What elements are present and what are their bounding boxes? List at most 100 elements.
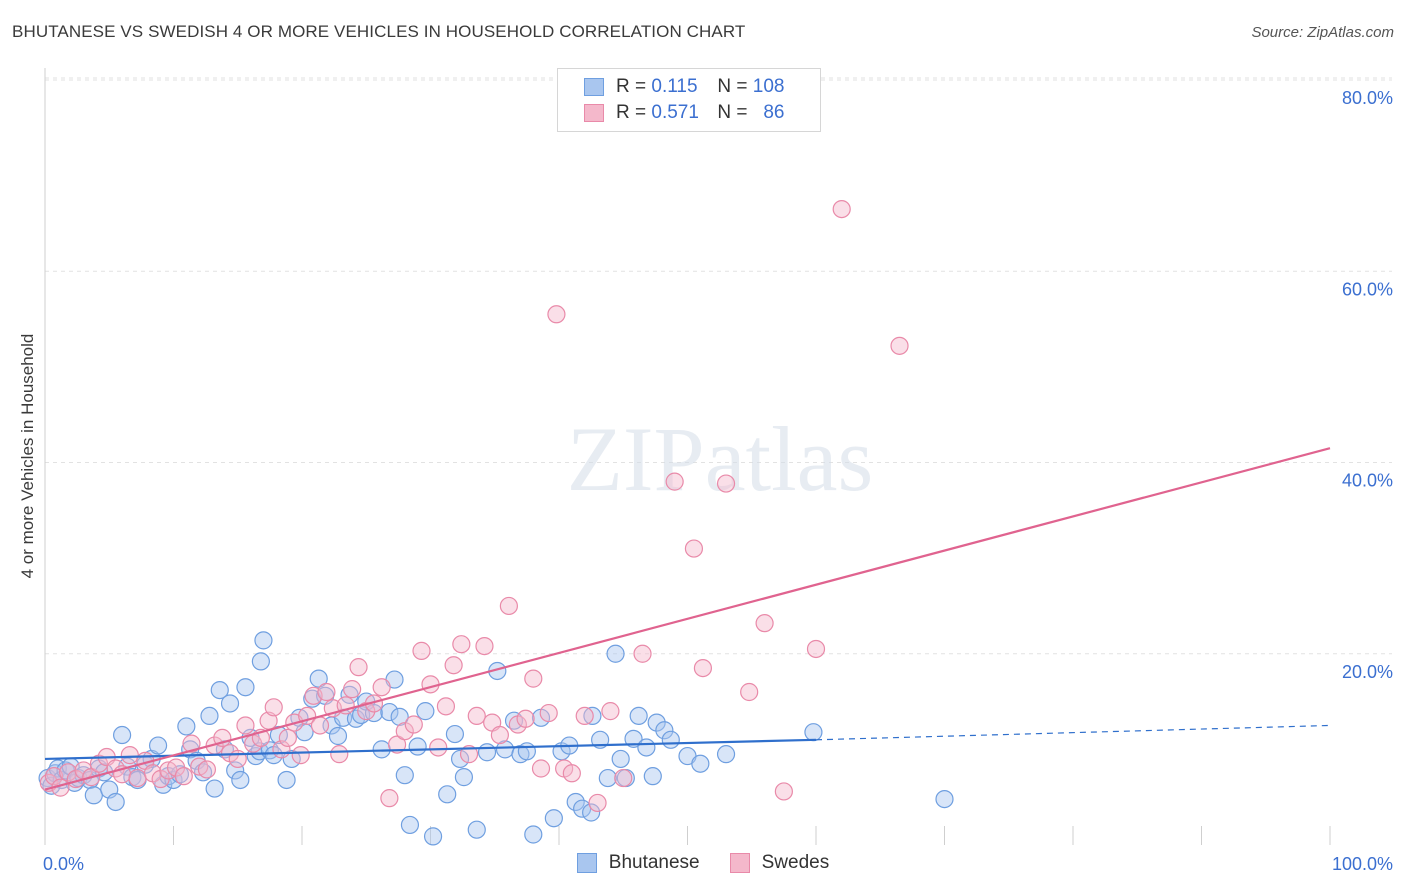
legend-item-bhutanese: Bhutanese bbox=[576, 852, 700, 874]
swedes-point bbox=[429, 738, 448, 757]
swedes-point bbox=[665, 472, 684, 491]
y-tick-label: 80.0% bbox=[1342, 88, 1393, 108]
bhutanese-point bbox=[148, 736, 168, 755]
swedes-point bbox=[44, 767, 64, 786]
swedes-point bbox=[575, 706, 594, 726]
swedes-point bbox=[539, 703, 558, 723]
legend-n-label: N = bbox=[717, 102, 748, 123]
bhutanese-point bbox=[661, 730, 680, 749]
x-tick-label: 0.0% bbox=[43, 854, 84, 874]
bhutanese-point bbox=[416, 702, 435, 721]
legend-n-label: N = bbox=[717, 76, 748, 97]
bhutanese-point bbox=[606, 644, 625, 663]
y-tick-label: 40.0% bbox=[1342, 471, 1393, 491]
legend-item-swedes: Swedes bbox=[729, 852, 830, 874]
bhutanese-point bbox=[231, 770, 250, 790]
swedes-point bbox=[740, 682, 759, 702]
bhutanese-point bbox=[647, 713, 666, 732]
bhutanese-point bbox=[251, 652, 270, 671]
bhutanese-point bbox=[655, 721, 674, 740]
swedes-point bbox=[499, 596, 518, 616]
swedes-swatch bbox=[584, 104, 604, 122]
legend-label: Bhutanese bbox=[608, 852, 700, 873]
gridlines bbox=[45, 77, 1392, 655]
swedes-point bbox=[716, 474, 736, 493]
watermark: ZIPatlas bbox=[567, 408, 874, 510]
swedes-point bbox=[547, 305, 566, 324]
bhutanese-point bbox=[408, 737, 427, 756]
y-tick-label: 20.0% bbox=[1342, 662, 1393, 682]
swedes-point bbox=[633, 644, 652, 663]
swedes-point bbox=[475, 636, 494, 656]
bhutanese-point bbox=[390, 707, 409, 726]
bhutanese-point bbox=[177, 717, 196, 736]
bhutanese-point bbox=[804, 723, 823, 742]
bhutanese-point bbox=[450, 749, 470, 769]
swedes-point bbox=[395, 722, 414, 741]
bhutanese-point bbox=[611, 749, 630, 769]
legend-r-label: R = bbox=[616, 102, 647, 123]
swedes-point bbox=[755, 614, 774, 633]
swedes-swatch bbox=[729, 853, 750, 873]
bhutanese-point bbox=[106, 792, 125, 812]
swedes-point bbox=[264, 698, 283, 717]
swedes-point bbox=[380, 789, 399, 808]
swedes-point bbox=[421, 675, 440, 694]
bhutanese-swatch bbox=[584, 78, 604, 96]
swedes-point bbox=[452, 635, 471, 654]
swedes-point bbox=[614, 768, 633, 788]
swedes-point bbox=[128, 768, 147, 788]
swedes-point bbox=[684, 539, 704, 558]
bhutanese-point bbox=[582, 803, 601, 822]
legend-row-bhutanese: R = 0.115 N = 108 bbox=[584, 75, 784, 99]
bhutanese-point bbox=[583, 706, 602, 726]
swedes-point bbox=[412, 641, 431, 660]
bhutanese-point bbox=[400, 815, 420, 835]
swedes-point bbox=[236, 716, 255, 735]
bhutanese-point bbox=[236, 678, 255, 697]
swedes-point bbox=[562, 764, 581, 783]
legend-row-swedes: R = 0.571 N = 86 bbox=[584, 101, 784, 125]
bhutanese-point bbox=[517, 742, 536, 761]
swedes-point bbox=[174, 767, 193, 786]
bhutanese-point bbox=[328, 726, 348, 746]
legend-r-label: R = bbox=[616, 76, 647, 97]
legend-label: Swedes bbox=[761, 852, 830, 873]
bhutanese-point bbox=[624, 729, 643, 748]
legend-n-value: 108 bbox=[752, 76, 785, 97]
bhutanese-point bbox=[423, 827, 443, 846]
bhutanese-point bbox=[544, 809, 563, 828]
swedes-point bbox=[291, 746, 310, 765]
trendlines bbox=[44, 447, 1331, 791]
bhutanese-point bbox=[205, 779, 224, 798]
bhutanese-point bbox=[112, 725, 132, 745]
swedes-point bbox=[330, 745, 349, 764]
swedes-point bbox=[890, 336, 909, 355]
swedes-trendline bbox=[44, 447, 1331, 791]
swedes-point bbox=[317, 682, 336, 702]
bhutanese-point bbox=[935, 789, 954, 809]
bhutanese-trendline-extension bbox=[815, 724, 1331, 741]
bhutanese-point bbox=[629, 706, 648, 726]
legend-r-value: 0.571 bbox=[651, 102, 699, 123]
bhutanese-point bbox=[84, 786, 103, 805]
swedes-point bbox=[404, 715, 423, 734]
swedes-point bbox=[490, 725, 509, 745]
bhutanese-point bbox=[220, 694, 240, 713]
swedes-point bbox=[197, 760, 217, 779]
bhutanese-point bbox=[438, 785, 457, 804]
legend-n-value: 86 bbox=[763, 102, 785, 123]
swedes-point bbox=[357, 702, 376, 721]
bhutanese-point bbox=[524, 825, 543, 844]
swedes-point bbox=[524, 669, 543, 688]
chart-title: BHUTANESE VS SWEDISH 4 OR MORE VEHICLES … bbox=[12, 22, 746, 41]
bhutanese-point bbox=[309, 669, 328, 688]
swedes-point bbox=[588, 793, 607, 813]
swedes-point bbox=[310, 716, 330, 735]
bhutanese-point bbox=[643, 767, 662, 786]
swedes-point bbox=[832, 199, 851, 219]
bhutanese-point bbox=[716, 745, 736, 764]
swedes-point bbox=[601, 702, 620, 721]
swedes-point bbox=[531, 759, 551, 778]
bhutanese-point bbox=[395, 766, 414, 785]
